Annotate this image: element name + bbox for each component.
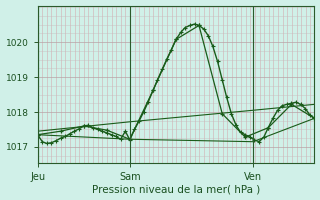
X-axis label: Pression niveau de la mer( hPa ): Pression niveau de la mer( hPa ) [92,184,260,194]
